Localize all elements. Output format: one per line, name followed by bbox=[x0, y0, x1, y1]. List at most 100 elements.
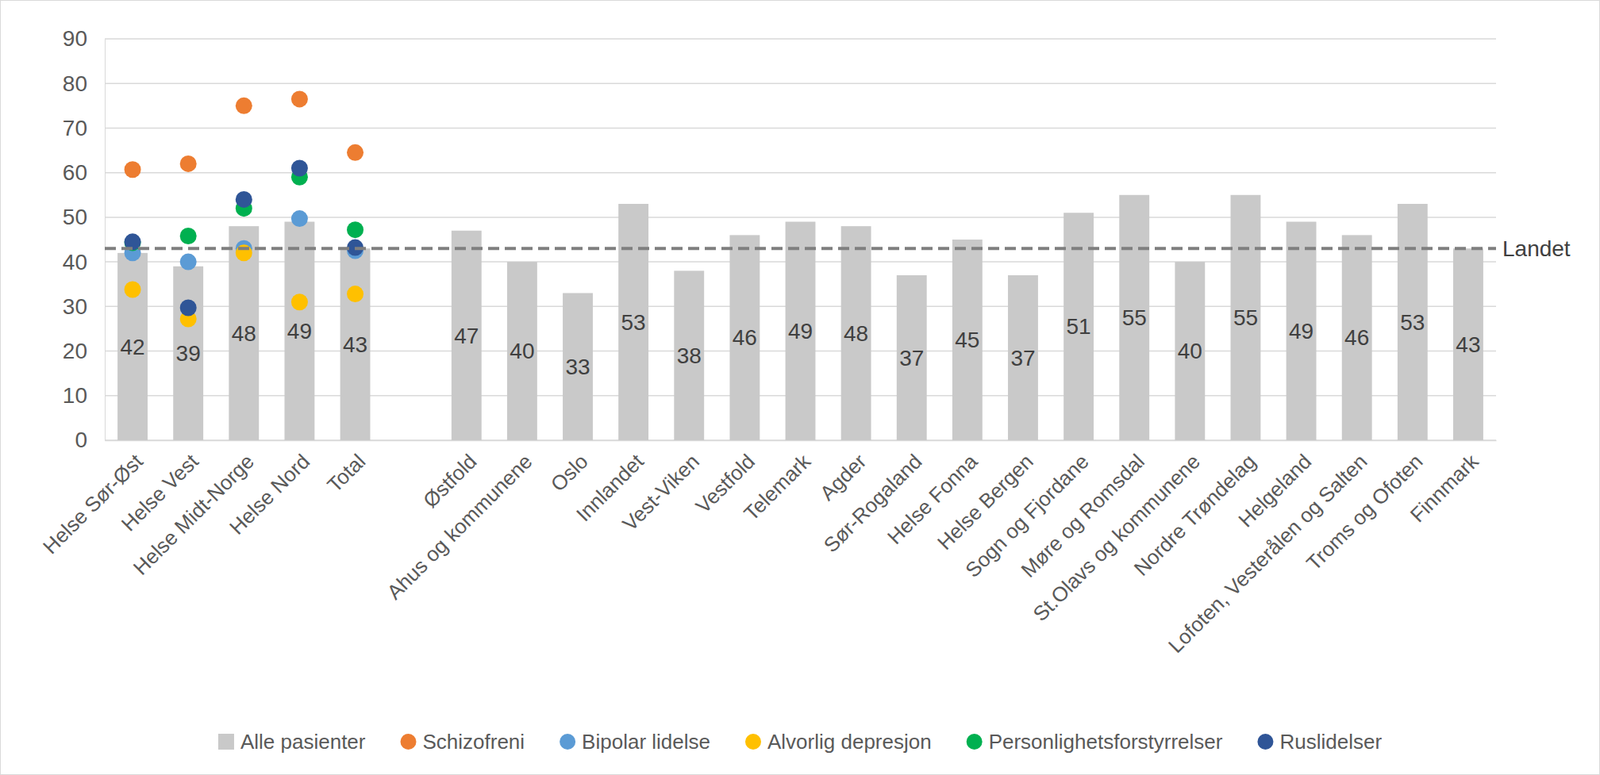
grid-line bbox=[104, 172, 1497, 174]
y-tick: 80 bbox=[62, 71, 105, 97]
x-tick-label: Oslo bbox=[546, 449, 593, 497]
data-label: 53 bbox=[1400, 310, 1425, 335]
legend-item: Ruslidelser bbox=[1257, 730, 1382, 754]
data-label: 46 bbox=[732, 325, 758, 350]
reference-line bbox=[104, 246, 1497, 250]
y-tick: 90 bbox=[62, 26, 105, 51]
point bbox=[124, 280, 142, 298]
y-tick-label: 90 bbox=[62, 26, 88, 51]
x-tick: Total bbox=[322, 440, 370, 498]
bar bbox=[1119, 195, 1150, 441]
data-label: 43 bbox=[1455, 332, 1481, 358]
y-tick: 60 bbox=[62, 160, 105, 185]
reference-label: Landet bbox=[1502, 236, 1571, 262]
y-tick-label: 0 bbox=[74, 427, 88, 453]
point bbox=[180, 155, 197, 173]
data-label: 47 bbox=[453, 323, 479, 349]
legend-item: Schizofreni bbox=[400, 730, 525, 754]
legend-label: Schizofreni bbox=[422, 730, 525, 754]
x-tick-label: Helse Bergen bbox=[932, 449, 1039, 555]
point bbox=[180, 300, 197, 317]
y-axis-line bbox=[104, 39, 106, 442]
point bbox=[124, 161, 142, 178]
data-labels: 4239484943474033533846494837453751554055… bbox=[119, 305, 1481, 380]
bar bbox=[228, 226, 259, 441]
bar bbox=[729, 234, 760, 441]
x-tick: Telemark bbox=[738, 440, 816, 526]
x-tick-label: Telemark bbox=[738, 449, 816, 527]
y-tick: 40 bbox=[62, 250, 105, 275]
legend-item: Alle pasienter bbox=[218, 730, 366, 754]
x-tick: Helse Nord bbox=[224, 440, 315, 540]
grid bbox=[104, 38, 1497, 441]
point bbox=[180, 227, 197, 245]
data-label: 37 bbox=[1010, 346, 1035, 371]
legend-swatch bbox=[745, 734, 762, 750]
x-tick: Finnmark bbox=[1405, 440, 1485, 527]
y-tick: 0 bbox=[74, 427, 105, 453]
legend-item: Alvorlig depresjon bbox=[745, 730, 932, 754]
data-label: 49 bbox=[1288, 319, 1314, 344]
data-label: 38 bbox=[676, 343, 702, 369]
bar bbox=[1397, 203, 1428, 441]
data-label: 55 bbox=[1233, 305, 1258, 331]
data-label: 39 bbox=[176, 341, 201, 366]
y-tick: 30 bbox=[62, 294, 105, 320]
point bbox=[346, 285, 364, 303]
chart-frame bbox=[0, 0, 1600, 775]
data-label: 33 bbox=[565, 354, 590, 380]
y-tick-label: 70 bbox=[62, 115, 88, 141]
bar bbox=[562, 292, 593, 441]
data-label: 40 bbox=[1177, 338, 1203, 364]
point bbox=[235, 97, 253, 115]
data-label: 55 bbox=[1122, 305, 1147, 331]
grid-line bbox=[104, 216, 1497, 219]
data-label: 40 bbox=[509, 338, 535, 364]
bar bbox=[284, 222, 315, 441]
series-bar bbox=[117, 195, 1484, 441]
y-tick-label: 30 bbox=[62, 294, 88, 320]
series-scatter bbox=[124, 90, 364, 178]
y-tick: 20 bbox=[62, 338, 105, 364]
data-label: 48 bbox=[231, 321, 257, 347]
series-scatter bbox=[124, 210, 364, 271]
point bbox=[235, 191, 253, 208]
x-tick-label: Helse Nord bbox=[224, 449, 315, 539]
bar bbox=[1007, 275, 1039, 441]
legend-swatch bbox=[218, 734, 235, 750]
legend-label: Bipolar lidelse bbox=[581, 730, 711, 754]
legend-swatch bbox=[400, 734, 416, 750]
data-label: 49 bbox=[287, 319, 312, 344]
y-tick: 10 bbox=[62, 383, 105, 408]
legend-swatch bbox=[559, 734, 576, 750]
x-tick-label: Ahus og kommunene bbox=[382, 449, 538, 604]
data-label: 42 bbox=[119, 334, 145, 360]
bar bbox=[952, 239, 983, 441]
x-tick-label: Vest-Viken bbox=[617, 449, 704, 536]
legend-label: Ruslidelser bbox=[1279, 730, 1382, 754]
x-tick-label: Total bbox=[322, 449, 370, 497]
legend-label: Alvorlig depresjon bbox=[767, 730, 932, 754]
series-scatter bbox=[124, 169, 364, 252]
data-label: 53 bbox=[621, 310, 647, 335]
x-tick-label: Sør-Rogaland bbox=[819, 449, 927, 558]
legend-item: Personlighetsforstyrrelser bbox=[966, 730, 1224, 754]
point bbox=[291, 90, 308, 108]
bar bbox=[173, 266, 204, 441]
bar bbox=[1230, 195, 1262, 441]
plot-area bbox=[104, 90, 1497, 441]
legend-label: Alle pasienter bbox=[240, 730, 366, 754]
y-tick-label: 80 bbox=[62, 71, 88, 97]
bar bbox=[1174, 261, 1205, 441]
y-tick-label: 40 bbox=[62, 250, 88, 275]
point bbox=[346, 144, 364, 162]
data-label: 46 bbox=[1344, 325, 1370, 350]
x-tick: Sør-Rogaland bbox=[819, 440, 927, 558]
bar bbox=[507, 261, 538, 441]
y-tick: 50 bbox=[62, 204, 105, 230]
bar bbox=[785, 222, 816, 441]
legend-item: Bipolar lidelse bbox=[559, 730, 711, 754]
legend-label: Personlighetsforstyrrelser bbox=[988, 730, 1224, 754]
x-tick: Ahus og kommunene bbox=[382, 440, 538, 604]
bar bbox=[673, 270, 704, 441]
